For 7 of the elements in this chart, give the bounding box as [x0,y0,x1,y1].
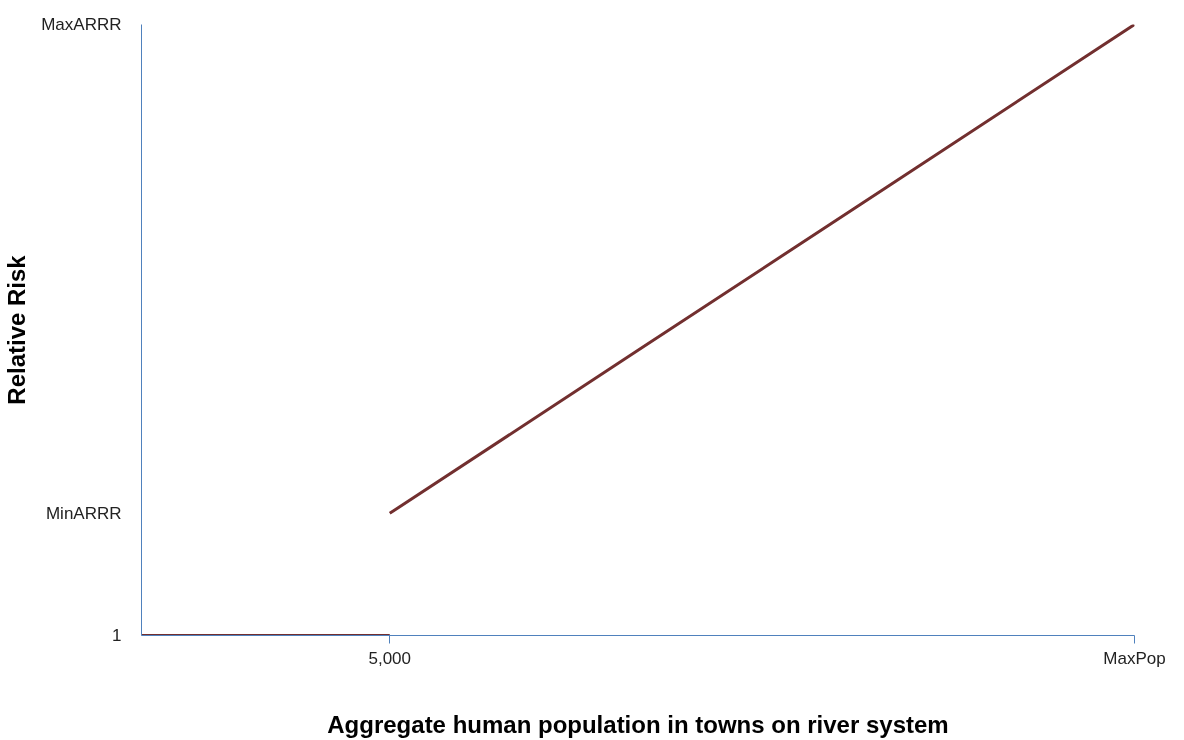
x-tick-label: 5,000 [368,648,412,668]
y-axis-title: Relative Risk [3,254,31,405]
x-axis-title: Aggregate human population in towns on river system [327,710,949,738]
x-tick-label: MaxPop [1103,648,1166,668]
text: MaxARRR [41,15,122,34]
text: 1 [112,626,122,645]
text: MinARRR [45,503,122,523]
